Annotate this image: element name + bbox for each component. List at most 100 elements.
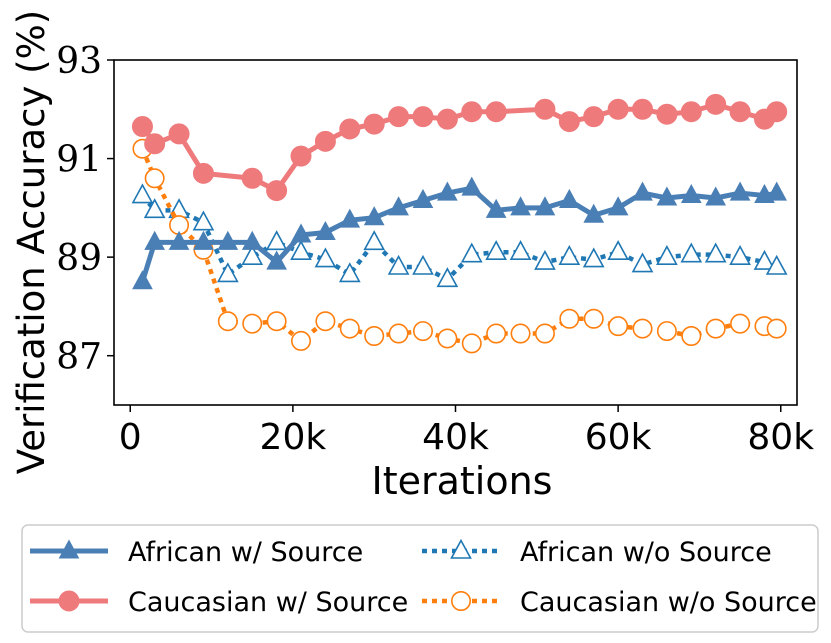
legend-entry: Caucasian w/o Source [422, 587, 817, 618]
data-point [143, 198, 166, 219]
data-point [753, 249, 776, 270]
data-point [216, 262, 239, 283]
x-axis: 0 20k 40k 60k 80k [119, 405, 814, 458]
data-point [388, 106, 410, 128]
data-point [510, 323, 531, 344]
series-line [140, 185, 778, 283]
data-point [241, 230, 263, 250]
data-point [436, 267, 459, 288]
legend-label: African w/o Source [520, 537, 772, 568]
data-point [582, 247, 605, 268]
data-point [387, 254, 410, 275]
data-point [765, 254, 788, 275]
legend-entry: Caucasian w/ Source [30, 587, 408, 618]
data-point [766, 101, 788, 123]
data-point [460, 242, 483, 263]
series-line [140, 147, 778, 346]
y-axis-label: Verification Accuracy (%) [10, 10, 53, 474]
data-point [485, 101, 507, 123]
data-point [217, 230, 239, 250]
data-point [705, 318, 726, 339]
data-point [486, 323, 507, 344]
data-point [680, 242, 703, 263]
y-tick-label: 89 [56, 238, 102, 279]
data-point [437, 328, 458, 349]
data-point [144, 133, 166, 155]
data-point [58, 539, 80, 559]
legend-label: Caucasian w/ Source [128, 587, 408, 618]
data-point [510, 196, 531, 216]
legend-frame [21, 524, 819, 633]
series-caucasian-w-source [131, 93, 788, 202]
data-point [266, 311, 287, 332]
data-point [412, 188, 434, 208]
data-point [363, 206, 385, 226]
data-point [656, 321, 677, 342]
plot-series [131, 93, 788, 354]
data-point [583, 308, 604, 329]
data-point [680, 183, 702, 204]
y-tick-label: 87 [56, 337, 102, 378]
data-point [265, 230, 288, 251]
data-point [607, 98, 629, 120]
data-point [314, 130, 336, 152]
data-point [388, 323, 409, 344]
data-point [729, 181, 751, 201]
data-point [290, 223, 312, 243]
data-point [437, 181, 458, 201]
data-point [364, 325, 385, 346]
y-tick-label: 93 [56, 41, 102, 82]
x-tick-label: 20k [260, 417, 327, 458]
data-point [266, 250, 287, 270]
data-point [388, 196, 409, 216]
data-point [450, 590, 471, 611]
x-tick-label: 80k [747, 417, 814, 458]
data-point [680, 101, 702, 123]
data-point [339, 118, 361, 140]
data-point [58, 590, 80, 612]
data-point [450, 538, 472, 559]
data-point [168, 123, 190, 145]
data-point [656, 186, 678, 206]
data-point [291, 330, 312, 351]
data-point [607, 240, 629, 261]
data-point [534, 323, 555, 344]
series-african-w-o-source [131, 183, 788, 288]
data-point [631, 252, 654, 273]
legend: African w/ Source African w/o Source Cauca… [21, 524, 819, 633]
data-point [485, 240, 507, 261]
data-point [131, 183, 154, 204]
data-point [704, 242, 727, 263]
data-point [632, 318, 653, 339]
data-point [681, 325, 702, 346]
data-point [217, 311, 238, 332]
legend-entry: African w/o Source [422, 537, 772, 568]
data-point [241, 167, 263, 189]
data-point [168, 230, 190, 250]
data-point [315, 311, 336, 332]
data-point [290, 145, 312, 167]
data-point [729, 101, 751, 123]
data-point [705, 186, 727, 206]
series-african-w-source [132, 176, 788, 290]
data-point [509, 240, 532, 261]
data-point [314, 247, 337, 268]
data-point [534, 249, 556, 270]
data-point [766, 318, 787, 339]
data-point [656, 244, 678, 265]
data-point [461, 101, 483, 123]
data-point [461, 333, 482, 354]
data-point [339, 208, 361, 228]
legend-label: African w/ Source [128, 537, 363, 568]
data-point [339, 318, 360, 339]
data-point [558, 111, 580, 133]
data-point [144, 230, 165, 250]
x-tick-label: 0 [119, 417, 142, 458]
x-tick-label: 60k [585, 417, 652, 458]
data-point [632, 181, 653, 201]
data-point [729, 244, 751, 265]
legend-entry: African w/ Source [30, 537, 363, 568]
data-point [144, 168, 165, 189]
data-point [485, 198, 507, 218]
